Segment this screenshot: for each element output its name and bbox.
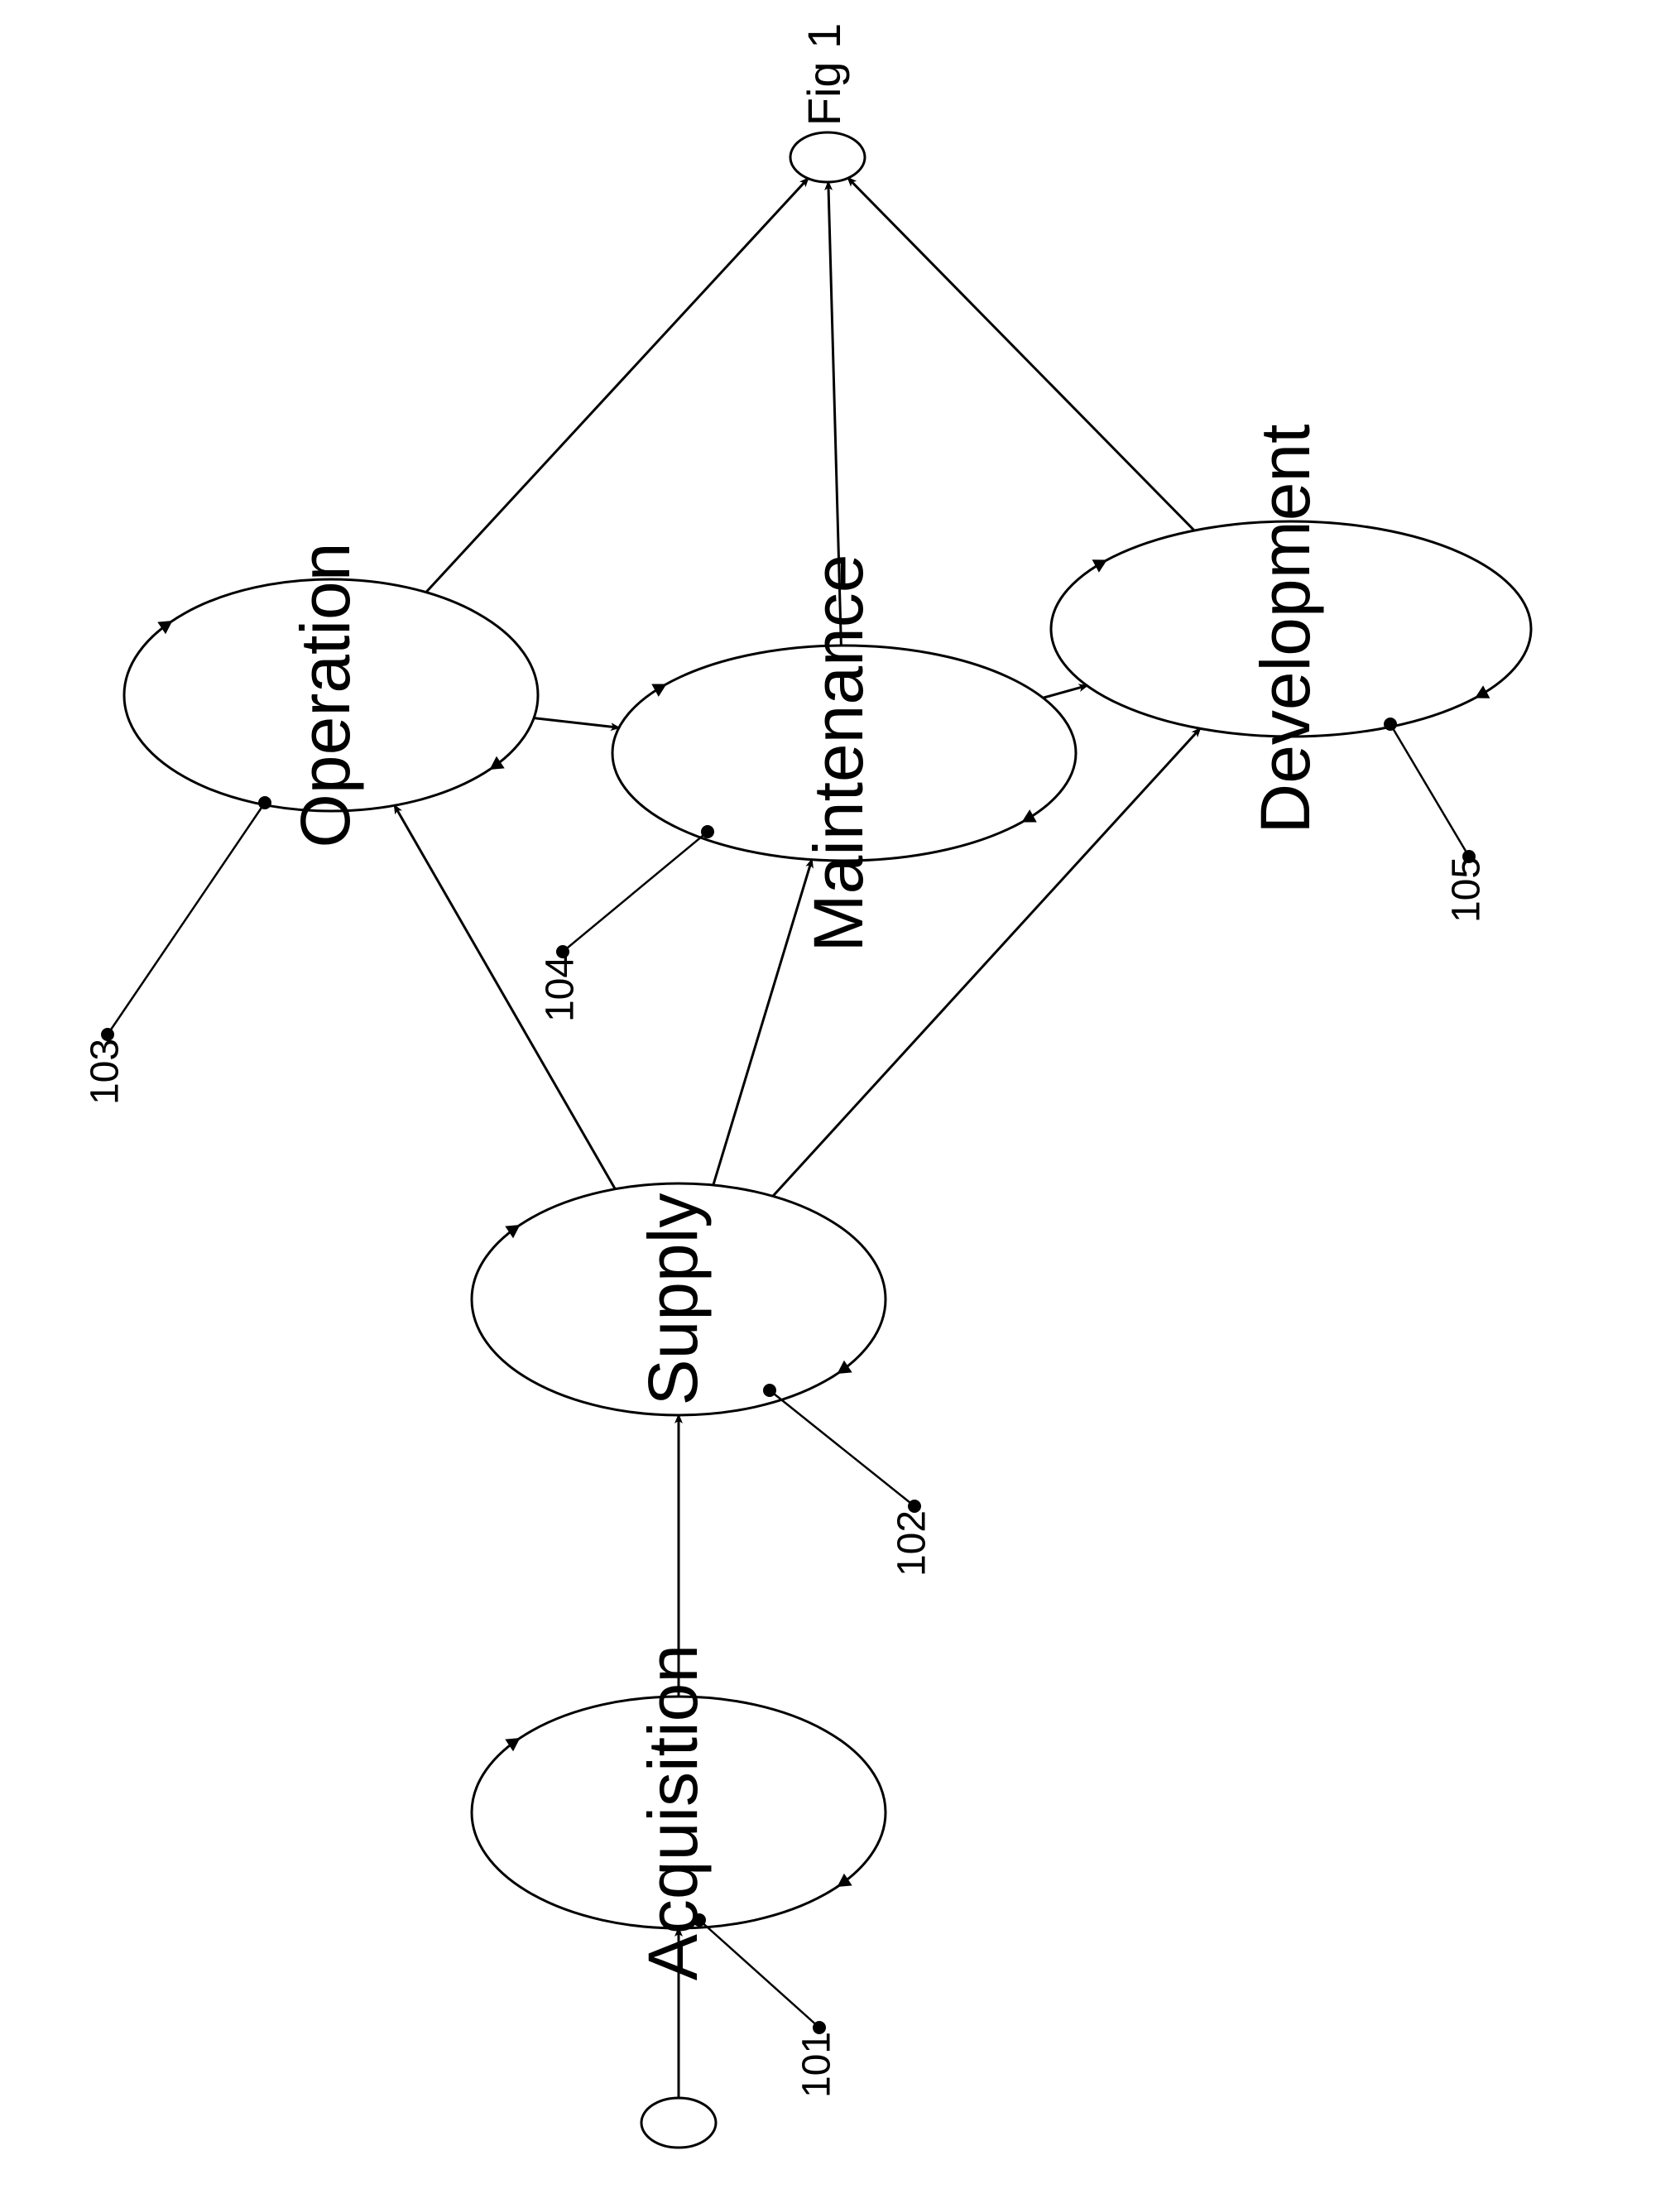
ref-102-leader	[770, 1390, 914, 1506]
ref-103-dot-end	[258, 796, 271, 809]
ref-103-leader	[108, 803, 265, 1034]
ref-105-leader	[1390, 724, 1469, 857]
ref-102: 102	[763, 1384, 934, 1577]
ref-104-leader	[563, 832, 708, 952]
node-operation-label: Operation	[286, 543, 364, 848]
node-maintenance: Maintenance	[612, 554, 1076, 953]
node-supply-label: Supply	[634, 1193, 712, 1406]
edge-operation-to-maintenance	[534, 718, 619, 728]
edge-supply-to-maintenance	[713, 860, 812, 1185]
node-acquisition: Acquisition	[472, 1644, 886, 1980]
figure-label: Fig 1	[798, 23, 850, 127]
ref-102-text: 102	[890, 1510, 934, 1577]
node-maintenance-label: Maintenance	[799, 554, 877, 953]
ref-104-dot-end	[701, 825, 714, 838]
ref-105: 105	[1384, 718, 1489, 923]
edge-development-to-end	[848, 178, 1194, 530]
node-development-label: Development	[1246, 425, 1324, 834]
node-operation: Operation	[124, 543, 538, 848]
node-end-ellipse	[790, 132, 865, 182]
edge-maintenance-to-development	[1043, 685, 1087, 698]
ref-101-leader	[699, 1920, 819, 2028]
node-start	[641, 2098, 716, 2148]
ref-104: 104	[539, 825, 714, 1022]
ref-105-dot-end	[1384, 718, 1397, 731]
ref-103-text: 103	[84, 1039, 127, 1105]
node-development: Development	[1051, 425, 1531, 834]
ref-101-dot-end	[693, 1913, 706, 1927]
nodes-layer: Acquisition Supply Operation Maintenance Dev…	[124, 132, 1531, 2148]
node-end	[790, 132, 865, 182]
edge-operation-to-end	[426, 179, 809, 593]
flow-diagram: Acquisition Supply Operation Maintenance Dev…	[0, 0, 1680, 2208]
ref-101: 101	[693, 1913, 839, 2098]
node-start-ellipse	[641, 2098, 716, 2148]
node-supply: Supply	[472, 1183, 886, 1415]
ref-102-dot-end	[763, 1384, 776, 1397]
ref-104-text: 104	[539, 956, 583, 1022]
ref-101-text: 101	[795, 2032, 839, 2098]
ref-103: 103	[84, 796, 271, 1105]
node-acquisition-label: Acquisition	[634, 1644, 712, 1980]
ref-105-text: 105	[1445, 857, 1489, 923]
